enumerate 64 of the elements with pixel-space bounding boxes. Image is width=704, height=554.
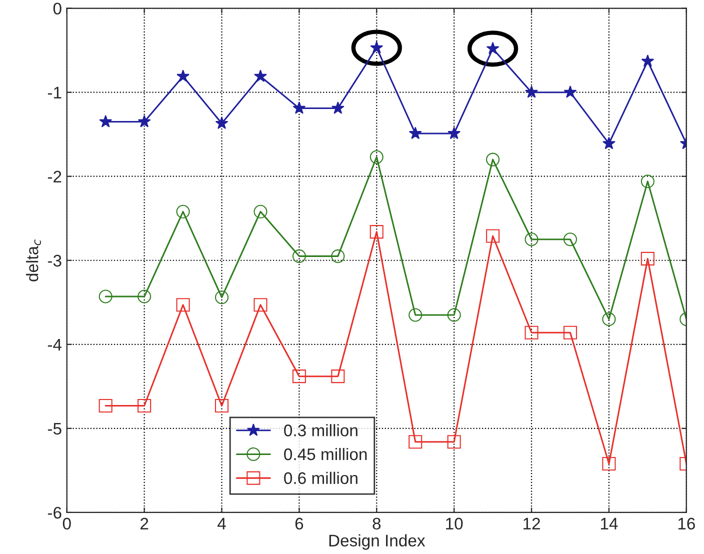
point — [564, 86, 577, 98]
x-axis-title: Design Index — [329, 534, 426, 550]
y-tick-label: -6 — [48, 506, 62, 519]
point — [640, 174, 654, 188]
x-tick-label: 10 — [446, 518, 463, 530]
y-tick-label: -5 — [48, 423, 62, 435]
point — [176, 204, 190, 218]
point — [292, 370, 306, 384]
point — [447, 435, 461, 449]
point — [99, 114, 112, 128]
point — [215, 116, 228, 129]
y-tick-label: -2 — [48, 170, 62, 182]
legend-label: 0.6 million — [284, 472, 358, 484]
x-tick-label: 0 — [62, 518, 71, 530]
point — [214, 290, 229, 304]
point — [486, 229, 500, 243]
y-tick-label: -3 — [48, 254, 62, 267]
point — [602, 136, 616, 150]
point — [176, 70, 190, 82]
point — [138, 114, 151, 128]
point — [524, 326, 538, 340]
point — [138, 290, 152, 304]
legend-label: 0.45 million — [284, 448, 367, 460]
point — [408, 308, 422, 322]
point — [641, 54, 654, 67]
x-tick-label: 6 — [295, 518, 304, 530]
x-tick-label: 8 — [372, 518, 381, 530]
legend-label: 0.3 million — [284, 424, 358, 436]
point — [370, 150, 384, 164]
point — [525, 86, 538, 98]
point — [486, 152, 500, 166]
point — [448, 126, 461, 140]
y-axis-title: delta$_{c}$ — [26, 239, 41, 282]
x-tick-label: 16 — [678, 518, 695, 530]
point — [563, 232, 578, 246]
point — [138, 398, 152, 413]
point — [331, 249, 345, 263]
point — [563, 326, 578, 340]
point — [254, 298, 268, 312]
point — [254, 70, 267, 82]
x-tick-label: 4 — [218, 518, 226, 530]
point — [331, 102, 344, 114]
y-tick-label: -1 — [48, 86, 62, 98]
y-tick-label: 0 — [53, 2, 62, 15]
point — [408, 126, 422, 140]
x-tick-label: 14 — [600, 518, 618, 530]
x-tick-label: 12 — [524, 518, 540, 530]
point — [447, 308, 461, 322]
point — [331, 370, 345, 384]
point — [602, 456, 616, 470]
point — [254, 204, 268, 218]
point — [640, 252, 654, 266]
point — [176, 298, 190, 312]
point — [292, 102, 306, 114]
point — [524, 232, 538, 246]
x-tick-label: 2 — [140, 518, 148, 530]
point — [98, 290, 112, 304]
y-tick-label: -4 — [48, 338, 62, 350]
point — [214, 398, 229, 413]
point — [292, 249, 306, 263]
point — [602, 312, 616, 326]
point — [408, 435, 422, 449]
point — [98, 398, 112, 413]
point — [370, 225, 384, 239]
